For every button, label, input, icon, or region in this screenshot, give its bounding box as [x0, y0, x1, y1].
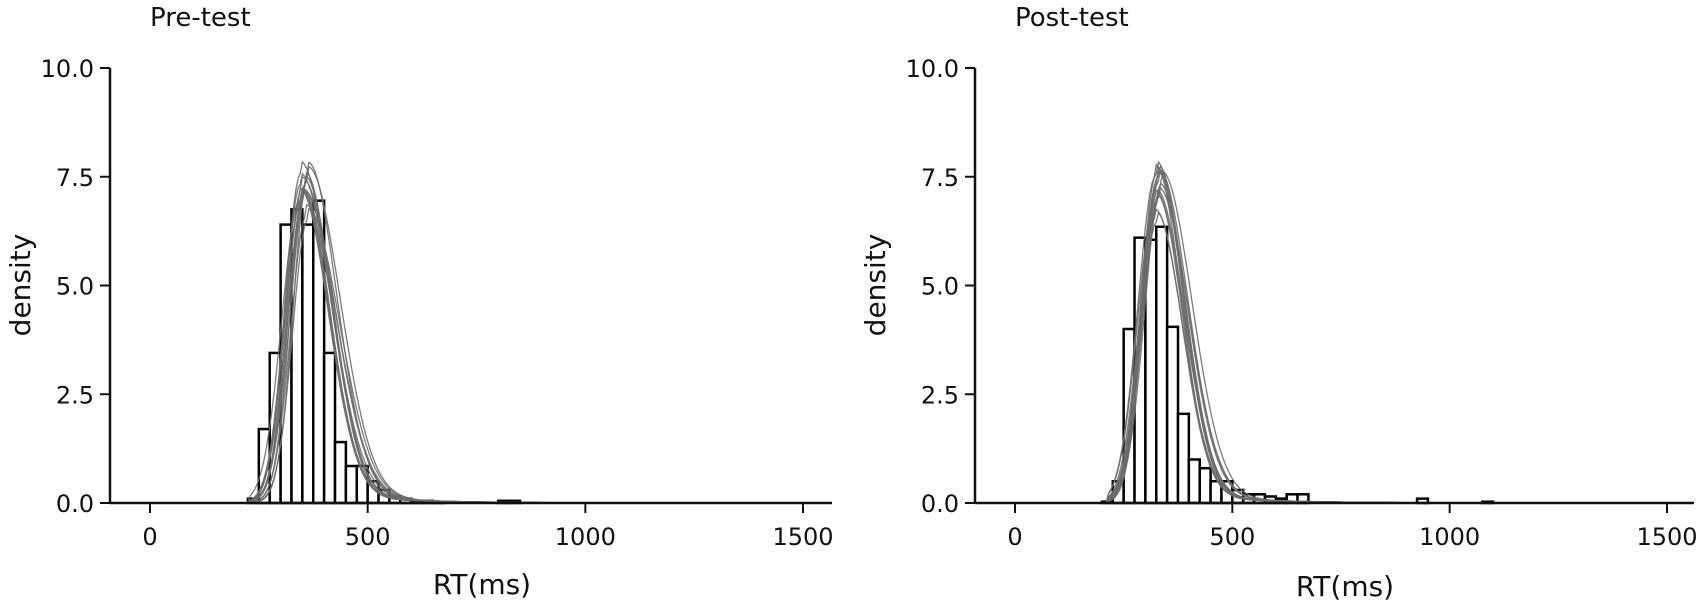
histogram-bar — [1198, 466, 1212, 505]
density-curve — [1015, 169, 1667, 504]
x-tick-label: 1000 — [1419, 523, 1480, 551]
density-curve — [1015, 163, 1667, 504]
density-curve — [150, 161, 803, 504]
y-ticks: 0.0 2.5 5.0 7.5 10.0 — [41, 55, 110, 518]
x-tick-label: 1500 — [1636, 523, 1697, 551]
y-tick-label: 10.0 — [906, 55, 959, 83]
density-curve — [150, 187, 803, 504]
density-curve — [150, 165, 803, 504]
density-curve — [1015, 189, 1667, 504]
density-curve — [150, 187, 803, 504]
panel-post-test: Post-test 0.02.55.07.510.0 0 500 1000 1500 … — [859, 3, 1698, 603]
y-tick-label: 5.0 — [921, 273, 959, 301]
density-curve — [150, 171, 803, 504]
y-tick-label: 0.0 — [921, 490, 959, 518]
density-curve — [150, 203, 803, 504]
density-curve — [1015, 211, 1667, 504]
density-curve — [150, 188, 803, 504]
histogram-bar — [301, 223, 315, 505]
density-curves — [150, 160, 803, 504]
x-tick-label: 500 — [1209, 523, 1255, 551]
density-curve — [1015, 182, 1667, 504]
histogram-bar — [1187, 458, 1201, 505]
density-curve — [1015, 164, 1667, 504]
y-ticks: 0.0 2.5 5.0 7.5 10.0 — [906, 55, 975, 518]
x-tick-label: 1000 — [555, 523, 616, 551]
x-axis-title: RT(ms) — [433, 568, 531, 601]
chart-title: Post-test — [1015, 3, 1129, 33]
x-tick-label: 0 — [142, 523, 157, 551]
density-curves — [1015, 160, 1667, 504]
histogram-bar — [322, 351, 337, 505]
y-tick-label: 10.0 — [41, 55, 94, 83]
y-tick-label: 0.0 — [56, 490, 94, 518]
histogram-bar — [1155, 225, 1169, 505]
x-axis-title: RT(ms) — [1296, 570, 1394, 603]
x-ticks: 0 500 1000 1500 — [142, 503, 834, 551]
x-tick-label: 0 — [1007, 523, 1022, 551]
chart-title: Pre-test — [150, 3, 251, 33]
density-curve — [150, 172, 803, 504]
y-tick-label: 7.5 — [56, 164, 94, 192]
density-curve — [150, 207, 803, 504]
density-curve — [1015, 188, 1667, 504]
density-curve — [1015, 186, 1667, 504]
density-curve — [150, 188, 803, 504]
density-curve — [150, 186, 803, 504]
density-curve — [1015, 166, 1667, 504]
x-ticks: 0 500 1000 1500 — [1007, 503, 1698, 551]
density-curve — [150, 160, 803, 504]
density-curve — [1015, 170, 1667, 504]
density-curve — [1015, 193, 1667, 504]
density-curve — [150, 175, 803, 504]
y-tick-label: 2.5 — [921, 381, 959, 409]
y-tick-label: 7.5 — [921, 164, 959, 192]
density-curve — [1015, 208, 1667, 504]
density-curve — [1015, 160, 1667, 504]
y-axis-title: density — [859, 234, 892, 337]
x-tick-label: 500 — [345, 523, 391, 551]
y-tick-label: 5.0 — [56, 273, 94, 301]
density-curve — [150, 175, 803, 504]
x-tick-label: 1500 — [772, 523, 833, 551]
y-axis-title: density — [4, 234, 37, 337]
histogram-bar — [333, 440, 348, 505]
bars — [1100, 225, 1495, 505]
histogram-bar — [1176, 412, 1191, 505]
y-tick-label: 2.5 — [56, 381, 94, 409]
histogram-bar — [1165, 325, 1180, 505]
density-curve — [1015, 168, 1667, 504]
panel-pre-test: Pre-test 0.0 2.5 5.0 7.5 10.0 0 500 1000 1500 d… — [4, 3, 834, 601]
histogram-bar — [344, 464, 359, 505]
